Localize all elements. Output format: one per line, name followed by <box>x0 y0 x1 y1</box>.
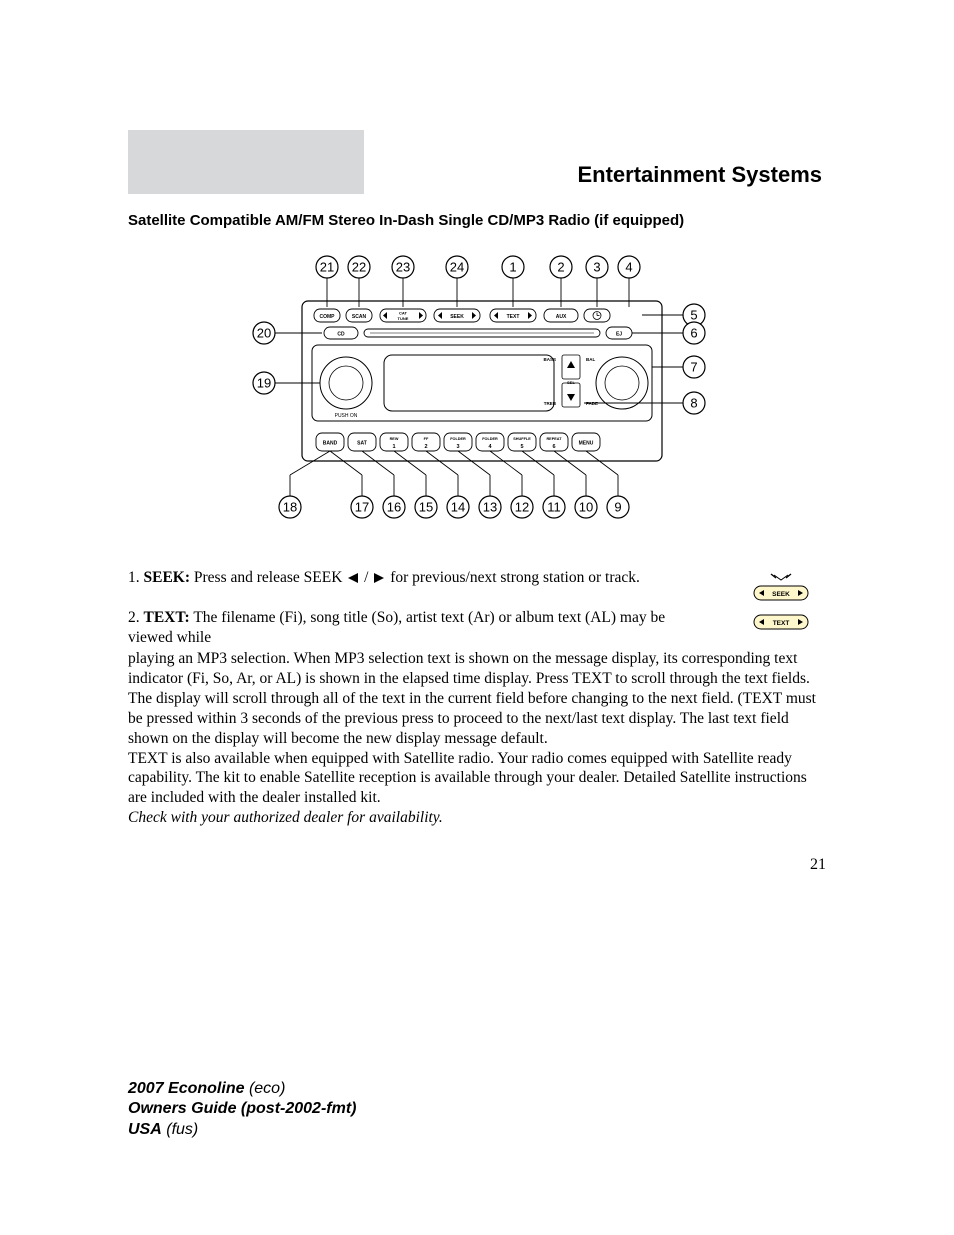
page-number: 21 <box>128 856 826 874</box>
left-triangle-icon <box>346 572 360 584</box>
svg-text:8: 8 <box>690 395 697 410</box>
svg-text:TUNE: TUNE <box>398 316 409 321</box>
seek-button-icon: SEEK <box>736 568 826 606</box>
svg-text:CAT: CAT <box>399 310 407 315</box>
svg-text:SHUFFLE: SHUFFLE <box>513 437 531 441</box>
footer-region-code: (fus) <box>166 1121 198 1138</box>
svg-text:FOLDER: FOLDER <box>482 437 498 441</box>
svg-text:14: 14 <box>451 499 465 514</box>
item-text-note: Check with your authorized dealer for av… <box>128 808 826 828</box>
svg-text:BASS: BASS <box>543 357 556 362</box>
item-label: SEEK: <box>144 569 191 586</box>
svg-text:SCAN: SCAN <box>352 314 367 320</box>
svg-text:5: 5 <box>690 307 697 322</box>
section-subheading: Satellite Compatible AM/FM Stereo In-Das… <box>128 212 826 231</box>
svg-text:12: 12 <box>515 499 529 514</box>
svg-text:BAL: BAL <box>586 357 595 362</box>
right-triangle-icon <box>372 572 386 584</box>
svg-text:10: 10 <box>579 499 593 514</box>
svg-text:4: 4 <box>625 259 632 274</box>
header-accent <box>128 130 364 194</box>
footer-guide: Owners Guide (post-2002-fmt) <box>128 1100 356 1117</box>
item-number: 2. <box>128 609 140 626</box>
svg-text:REPEAT: REPEAT <box>546 437 562 441</box>
footer-region: USA <box>128 1121 162 1138</box>
footer-model: 2007 Econoline <box>128 1080 245 1097</box>
svg-text:TEXT: TEXT <box>507 314 520 320</box>
svg-text:AUX: AUX <box>556 314 567 320</box>
page-title: Entertainment Systems <box>364 130 826 194</box>
svg-text:2: 2 <box>557 259 564 274</box>
item-lead: Press and release SEEK <box>190 569 346 586</box>
svg-text:SEEK: SEEK <box>772 591 790 598</box>
header-bar: Entertainment Systems <box>128 130 826 194</box>
svg-text:SEEK: SEEK <box>450 314 464 320</box>
item-text: 2. TEXT: The filename (Fi), song title (… <box>128 608 826 648</box>
svg-text:BAND: BAND <box>323 440 338 446</box>
svg-text:6: 6 <box>552 444 555 450</box>
svg-text:SAT: SAT <box>357 440 367 446</box>
svg-text:FF: FF <box>424 437 429 441</box>
svg-text:PUSH ON: PUSH ON <box>335 413 358 419</box>
svg-text:6: 6 <box>690 325 697 340</box>
item-lead: The filename (Fi), song title (So), arti… <box>128 609 665 646</box>
svg-text:FOLDER: FOLDER <box>450 437 466 441</box>
svg-text:5: 5 <box>520 444 523 450</box>
svg-text:15: 15 <box>419 499 433 514</box>
svg-text:1: 1 <box>509 259 516 274</box>
svg-text:SEL: SEL <box>567 380 575 385</box>
svg-text:CD: CD <box>337 331 345 337</box>
footer-code: (eco) <box>249 1080 285 1097</box>
svg-text:22: 22 <box>352 259 366 274</box>
svg-text:9: 9 <box>614 499 621 514</box>
item-number: 1. <box>128 569 140 586</box>
item-text-body: playing an MP3 selection. When MP3 selec… <box>128 649 826 748</box>
svg-text:17: 17 <box>355 499 369 514</box>
item-tail: for previous/next strong station or trac… <box>386 569 640 586</box>
radio-diagram: COMP SCAN CATTUNE SEEK TEXT AUX CD EJ PUSH ON SEL… <box>128 243 826 550</box>
svg-text:TREB: TREB <box>544 401 557 406</box>
svg-text:MENU: MENU <box>579 440 594 446</box>
svg-text:REW: REW <box>390 437 399 441</box>
text-button-icon: TEXT <box>736 608 826 634</box>
svg-text:24: 24 <box>450 259 464 274</box>
item-label: TEXT: <box>144 609 190 626</box>
svg-text:7: 7 <box>690 359 697 374</box>
svg-text:EJ: EJ <box>616 331 622 337</box>
svg-text:2: 2 <box>424 444 427 450</box>
svg-text:19: 19 <box>257 375 271 390</box>
svg-text:3: 3 <box>593 259 600 274</box>
svg-text:1: 1 <box>392 444 395 450</box>
svg-text:3: 3 <box>456 444 459 450</box>
footer: 2007 Econoline (eco) Owners Guide (post-… <box>128 1079 356 1141</box>
item-text-body2: TEXT is also available when equipped wit… <box>128 749 826 808</box>
svg-text:21: 21 <box>320 259 334 274</box>
svg-text:13: 13 <box>483 499 497 514</box>
item-seek: 1. SEEK: Press and release SEEK / for pr… <box>128 568 826 606</box>
svg-text:18: 18 <box>283 499 297 514</box>
svg-text:11: 11 <box>547 499 561 514</box>
body-text: 1. SEEK: Press and release SEEK / for pr… <box>128 568 826 828</box>
svg-text:23: 23 <box>396 259 410 274</box>
svg-text:16: 16 <box>387 499 401 514</box>
svg-text:FADE: FADE <box>586 401 598 406</box>
svg-text:20: 20 <box>257 325 271 340</box>
svg-text:COMP: COMP <box>320 314 336 320</box>
svg-text:TEXT: TEXT <box>773 620 790 627</box>
